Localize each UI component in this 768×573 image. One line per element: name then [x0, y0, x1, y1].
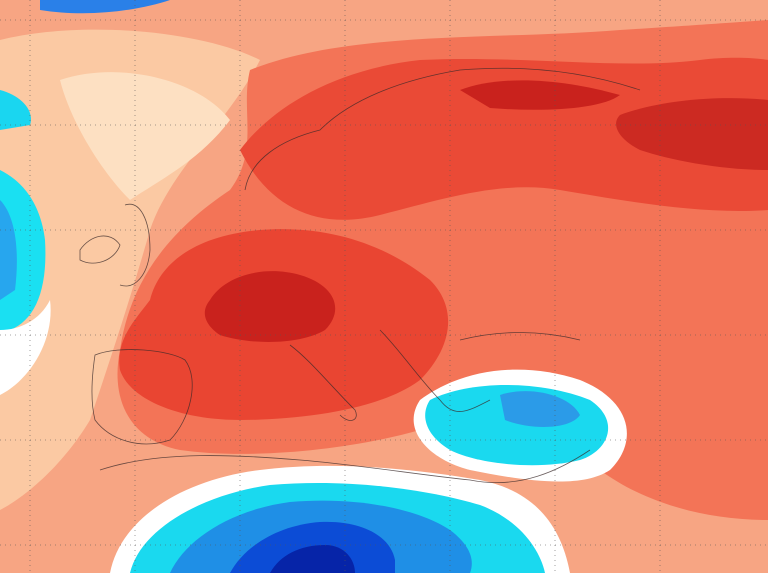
- atlantic-pale: [60, 72, 230, 200]
- north-blue: [40, 0, 170, 14]
- coast-scandinavia: [244, 67, 641, 191]
- coast-black-sea: [459, 332, 581, 341]
- coast-ireland: [79, 235, 121, 264]
- atlantic-white: [0, 300, 51, 395]
- coast-italy: [289, 344, 357, 421]
- atlantic-cyan-north: [0, 90, 31, 130]
- atlantic-blue: [0, 200, 17, 300]
- core-east: [616, 98, 768, 170]
- coast-north-africa: [99, 449, 591, 484]
- core-france: [204, 271, 336, 342]
- coast-britain: [119, 203, 151, 287]
- africa-core: [270, 545, 355, 573]
- med-blue: [500, 391, 580, 427]
- coastlines: [79, 67, 641, 484]
- core-russia: [460, 80, 620, 110]
- coast-balkans: [379, 329, 491, 412]
- north-red: [240, 57, 768, 220]
